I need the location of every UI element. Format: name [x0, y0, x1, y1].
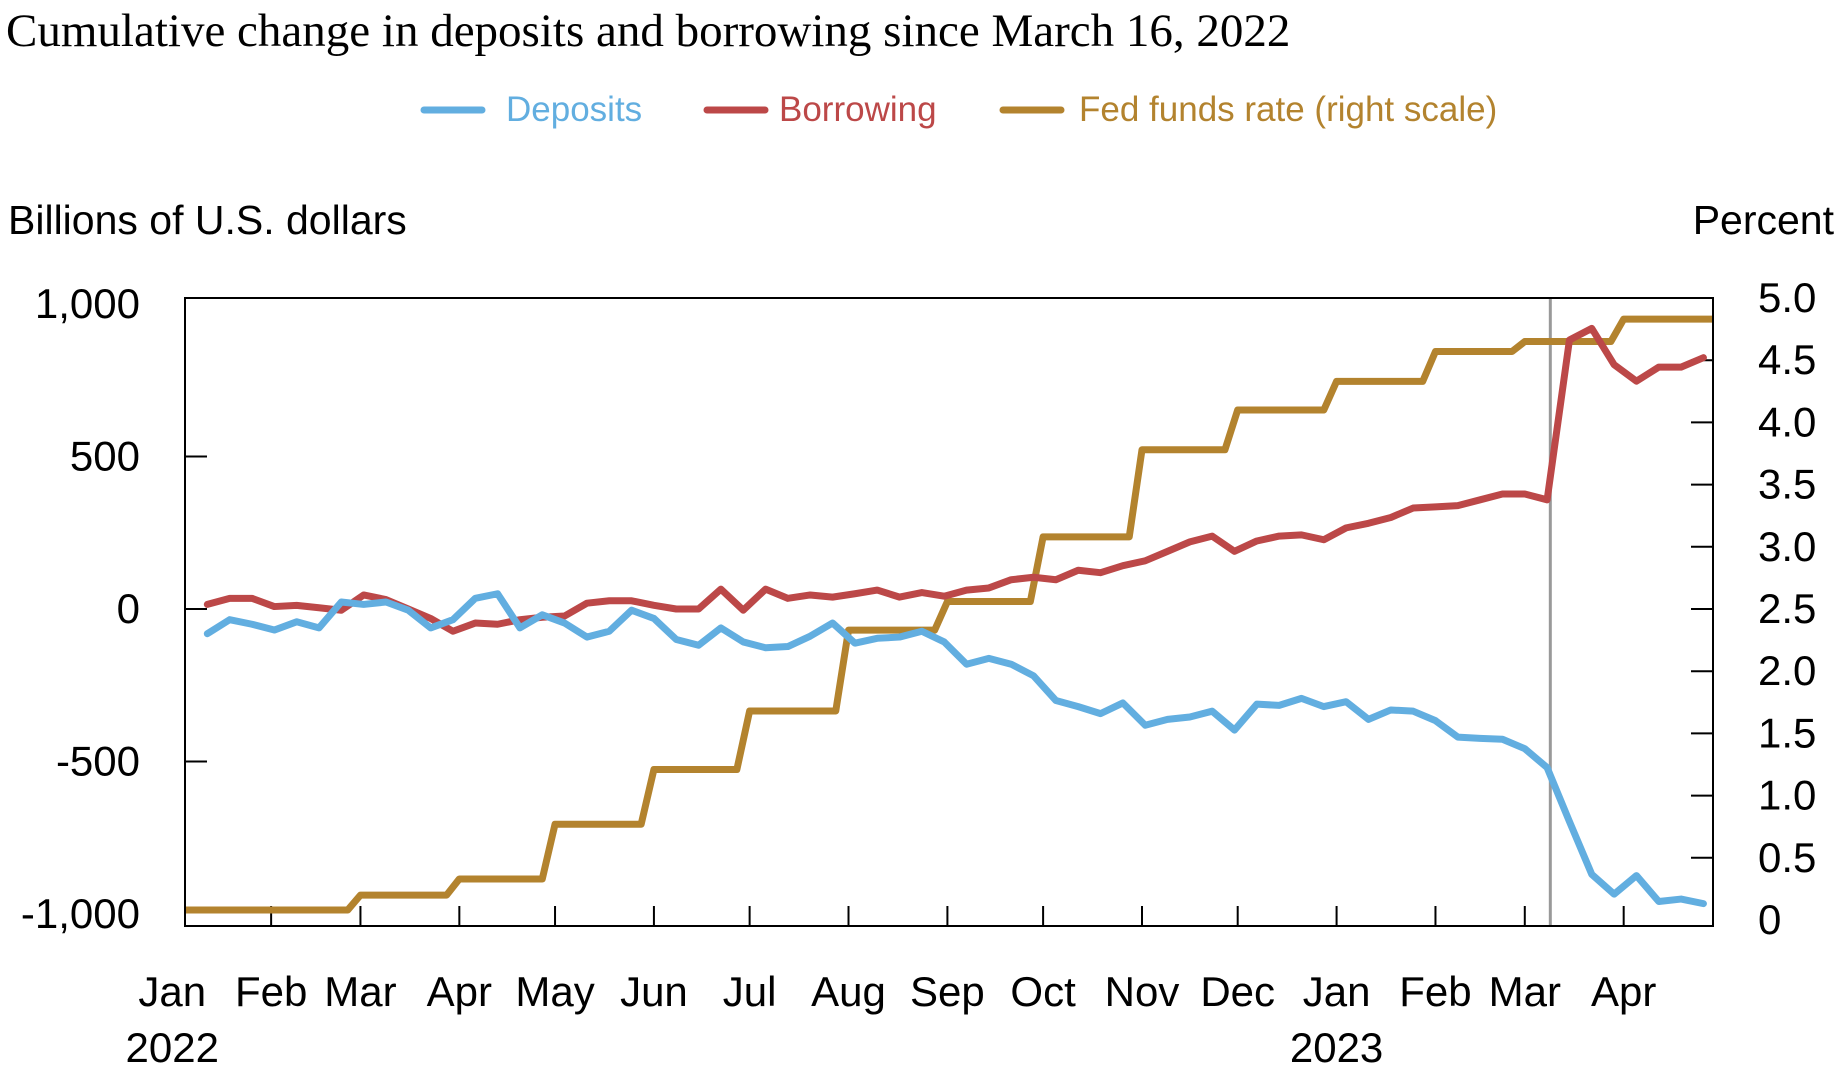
x-tick-label: Mar [1489, 968, 1561, 1015]
right-tick-label: 1.0 [1758, 772, 1816, 819]
right-tick-label: 3.5 [1758, 461, 1816, 508]
x-tick-label: Feb [235, 968, 307, 1015]
series-line-deposits [203, 590, 1707, 908]
x-tick-label: Jan [138, 968, 206, 1015]
series-line-borrowing [203, 324, 1707, 635]
right-tick-label: 5.0 [1758, 274, 1816, 321]
x-tick-label: Dec [1200, 968, 1275, 1015]
x-tick-label: Oct [1010, 968, 1076, 1015]
x-tick-label: Jun [620, 968, 688, 1015]
right-tick-label: 1.5 [1758, 709, 1816, 756]
right-tick-label: 4.0 [1758, 398, 1816, 445]
plot-frame [184, 297, 1714, 927]
x-tick-label: Sep [910, 968, 985, 1015]
legend-label-borrowing: Borrowing [779, 90, 937, 129]
x-year-label: 2023 [1290, 1024, 1383, 1071]
legend-label-deposits: Deposits [506, 90, 642, 129]
x-tick-label: Apr [1591, 968, 1656, 1015]
left-tick-label: 1,000 [35, 280, 140, 327]
right-tick-label: 3.0 [1758, 523, 1816, 570]
left-tick-label: 500 [70, 433, 140, 480]
right-tick-label: 2.5 [1758, 585, 1816, 632]
x-tick-label: Feb [1399, 968, 1471, 1015]
x-tick-label: Apr [427, 968, 492, 1015]
series-line-fed-funds [185, 315, 1713, 914]
legend: Deposits Borrowing Fed funds rate (right… [420, 90, 1497, 129]
right-tick-label: 4.5 [1758, 336, 1816, 383]
x-tick-label: Aug [811, 968, 886, 1015]
x-tick-label: May [515, 968, 594, 1015]
x-year-label: 2022 [126, 1024, 219, 1071]
chart-title: Cumulative change in deposits and borrow… [6, 5, 1290, 57]
right-axis-title: Percent [1693, 197, 1835, 243]
left-axis-title: Billions of U.S. dollars [8, 197, 407, 243]
legend-label-fed-funds: Fed funds rate (right scale) [1079, 90, 1497, 129]
right-tick-label: 0.5 [1758, 834, 1816, 881]
left-tick-label: -1,000 [21, 890, 140, 937]
x-tick-label: Mar [324, 968, 396, 1015]
left-tick-label: 0 [117, 585, 140, 632]
left-tick-label: -500 [56, 738, 140, 785]
x-tick-label: Jan [1303, 968, 1371, 1015]
x-tick-label: Jul [723, 968, 777, 1015]
right-tick-label: 0 [1758, 896, 1781, 943]
right-tick-label: 2.0 [1758, 647, 1816, 694]
x-tick-label: Nov [1105, 968, 1180, 1015]
